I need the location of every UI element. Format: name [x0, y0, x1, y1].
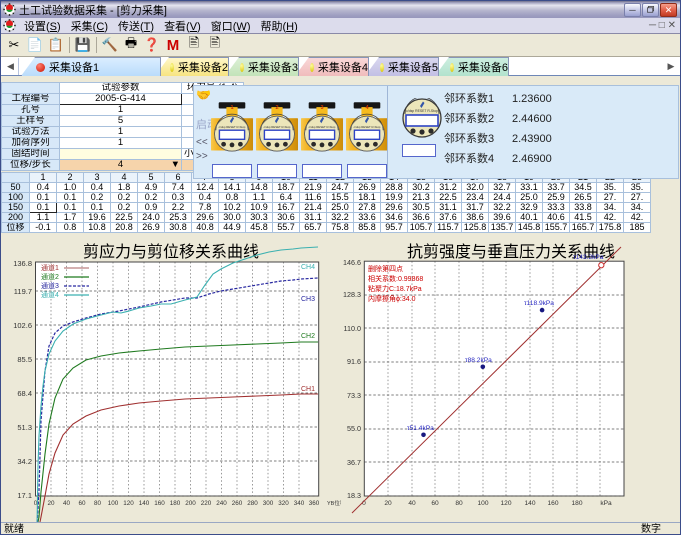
svg-text:55.0: 55.0: [347, 424, 361, 433]
svg-text:CH2: CH2: [301, 333, 315, 340]
svg-text:20: 20: [384, 500, 392, 507]
svg-text:17.1: 17.1: [17, 491, 32, 500]
svg-text:40: 40: [408, 500, 416, 507]
svg-text:240: 240: [216, 500, 227, 507]
svg-text:34.2: 34.2: [17, 457, 32, 466]
svg-text:删除第四点: 删除第四点: [368, 264, 403, 273]
svg-text:260: 260: [232, 500, 243, 507]
svg-text:80: 80: [455, 500, 463, 507]
svg-text:3: 3: [320, 105, 323, 111]
svg-text:110.0: 110.0: [344, 324, 361, 333]
svg-text:通道4: 通道4: [41, 290, 59, 299]
svg-text:通道2: 通道2: [41, 272, 59, 281]
svg-text:CH1: CH1: [301, 386, 315, 393]
svg-text:τ51.4kPa: τ51.4kPa: [407, 425, 434, 432]
svg-text:73.3: 73.3: [347, 391, 361, 400]
svg-text:146.6: 146.6: [343, 258, 361, 267]
svg-text:100: 100: [477, 500, 488, 507]
svg-text:120: 120: [500, 500, 511, 507]
svg-text:CH4: CH4: [301, 264, 315, 271]
svg-text:140: 140: [139, 500, 150, 507]
svg-text:100: 100: [108, 500, 119, 507]
svg-text:内摩擦角ϕ:34.0: 内摩擦角ϕ:34.0: [368, 294, 416, 303]
svg-text:119.7: 119.7: [14, 287, 32, 296]
svg-text:36.7: 36.7: [347, 458, 361, 467]
svg-text:CH3: CH3: [301, 296, 315, 303]
svg-text:通道3: 通道3: [41, 281, 59, 290]
svg-text:68.4: 68.4: [17, 389, 32, 398]
svg-text:τ118.9kPa: τ118.9kPa: [524, 300, 554, 307]
svg-text:80: 80: [94, 500, 102, 507]
svg-text:136.8: 136.8: [13, 259, 32, 268]
svg-text:128.3: 128.3: [343, 290, 361, 299]
svg-text:180: 180: [170, 500, 181, 507]
svg-text:60: 60: [78, 500, 86, 507]
svg-text:51.3: 51.3: [17, 423, 32, 432]
svg-text:相关系数:0.99868: 相关系数:0.99868: [368, 274, 423, 283]
svg-text:340: 340: [294, 500, 305, 507]
svg-text:粘聚力C:18.7kPa: 粘聚力C:18.7kPa: [368, 284, 422, 293]
svg-text:200: 200: [185, 500, 196, 507]
svg-text:160: 160: [154, 500, 165, 507]
svg-text:280: 280: [247, 500, 258, 507]
svg-text:60: 60: [431, 500, 439, 507]
svg-text:300: 300: [263, 500, 274, 507]
svg-text:kPa: kPa: [600, 500, 612, 507]
svg-text:160: 160: [547, 500, 558, 507]
svg-text:τ88.2kPa: τ88.2kPa: [465, 357, 492, 364]
svg-text:360: 360: [309, 500, 320, 507]
svg-text:18.3: 18.3: [347, 491, 361, 500]
svg-text:91.6: 91.6: [347, 357, 361, 366]
svg-text:220: 220: [201, 500, 212, 507]
svg-text:通道1: 通道1: [41, 263, 59, 272]
svg-text:40: 40: [63, 500, 71, 507]
svg-text:20: 20: [47, 500, 55, 507]
svg-text:1: 1: [230, 105, 233, 111]
svg-text:320: 320: [278, 500, 289, 507]
svg-text:140: 140: [524, 500, 535, 507]
svg-text:85.5: 85.5: [17, 355, 32, 364]
svg-text:120: 120: [123, 500, 134, 507]
svg-text:YB位移mm: YB位移mm: [327, 499, 341, 507]
svg-text:102.6: 102.6: [13, 321, 32, 330]
svg-text:τ143.2kPa: τ143.2kPa: [573, 254, 604, 261]
svg-text:2: 2: [275, 105, 278, 111]
svg-text:180: 180: [571, 500, 582, 507]
